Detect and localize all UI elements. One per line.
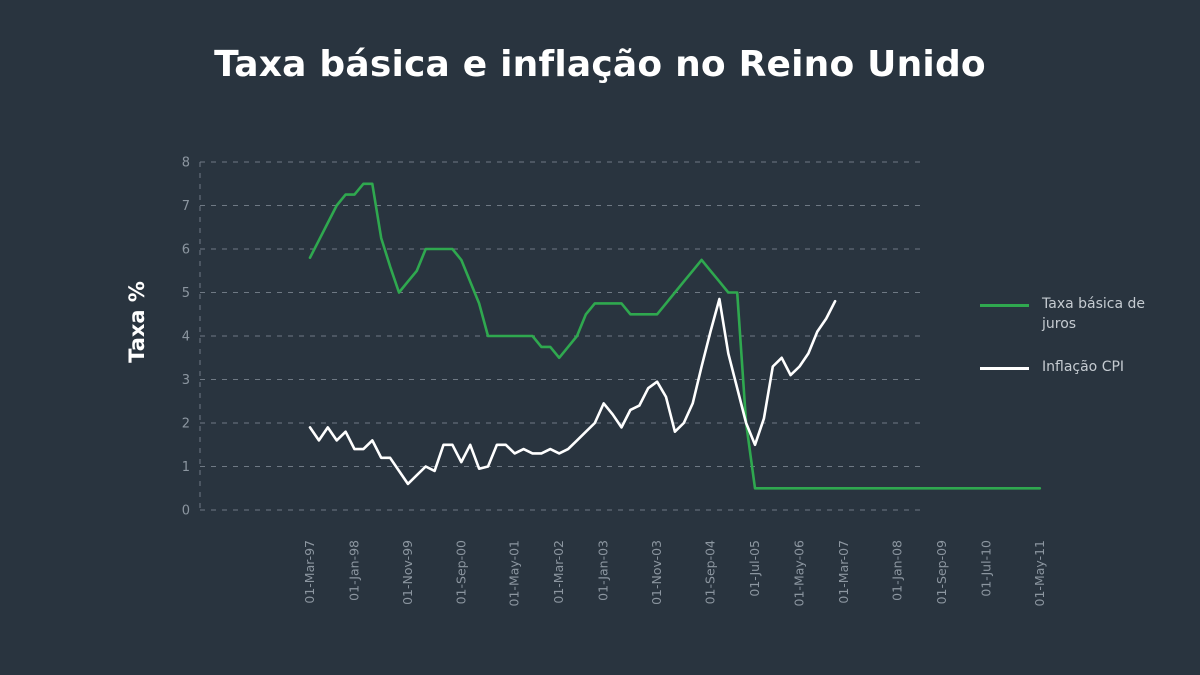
y-tick-label: 1 [182, 460, 190, 475]
legend-label-cpi: Inflação CPI [1042, 359, 1125, 375]
x-tick-label: 01-Jan-03 [596, 540, 611, 601]
legend: Taxa básica de juros Inflação CPI [980, 294, 1180, 400]
x-tick-label: 01-Sep-04 [703, 540, 718, 604]
legend-label-rate: Taxa básica de juros [1042, 296, 1146, 332]
y-tick-label: 4 [182, 330, 190, 345]
series-line-cpi [308, 297, 837, 486]
y-tick-label: 0 [182, 504, 190, 519]
x-tick-label: 01-Jul-10 [978, 540, 993, 597]
y-tick-label: 6 [182, 243, 190, 258]
y-tick-label: 3 [182, 373, 190, 388]
x-tick-label: 01-Nov-99 [400, 540, 415, 605]
x-tick-label: 01-May-11 [1032, 540, 1047, 606]
chart-title: Taxa básica e inflação no Reino Unido [214, 44, 986, 85]
x-tick-label: 01-Jan-08 [889, 540, 904, 601]
series-lines [308, 182, 1042, 490]
y-tick-label: 8 [182, 156, 190, 171]
y-tick-label: 7 [182, 199, 190, 214]
x-tick-label: 01-Sep-09 [934, 540, 949, 604]
x-tick-label: 01-Jul-05 [747, 540, 762, 597]
x-tick-label: 01-Mar-02 [551, 540, 566, 604]
x-tick-label: 01-May-06 [792, 540, 807, 607]
series-line-rate [308, 182, 1042, 490]
legend-swatch-rate [980, 304, 1029, 307]
y-tick-label: 5 [182, 286, 190, 301]
x-tick-label: 01-Sep-00 [453, 540, 468, 604]
x-tick-label: 01-Jan-98 [347, 540, 362, 601]
legend-item-cpi[interactable]: Inflação CPI [980, 357, 1180, 377]
x-axis-ticks: 01-Mar-97 01-Jan-98 01-Nov-99 01-Sep-00 01-M… [302, 540, 1047, 607]
legend-item-rate[interactable]: Taxa básica de juros [980, 294, 1180, 334]
legend-swatch-cpi [980, 367, 1029, 370]
y-axis-ticks: 0 1 2 3 4 5 6 7 8 [182, 156, 190, 519]
gridlines [199, 161, 920, 511]
x-tick-label: 01-Mar-07 [836, 540, 851, 604]
x-tick-label: 01-Nov-03 [649, 540, 664, 605]
x-tick-label: 01-Mar-97 [302, 540, 317, 604]
y-tick-label: 2 [182, 417, 190, 432]
x-tick-label: 01-May-01 [507, 540, 522, 606]
